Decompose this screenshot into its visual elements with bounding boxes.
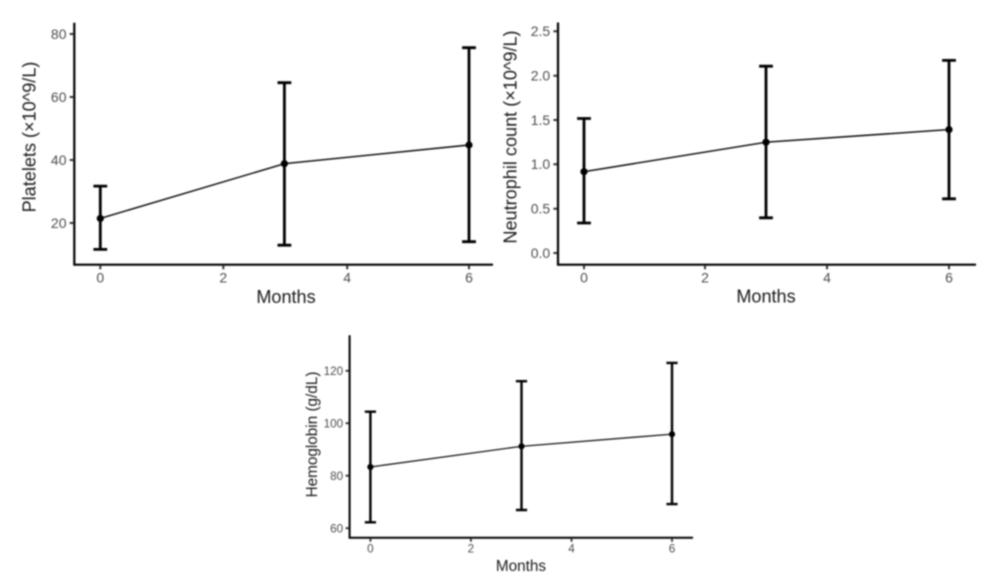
svg-text:0.0: 0.0 [531, 245, 551, 261]
svg-text:6: 6 [669, 543, 676, 556]
svg-text:Neutrophil count (×10^9/L): Neutrophil count (×10^9/L) [501, 30, 521, 243]
svg-text:60: 60 [330, 522, 344, 535]
svg-text:0.5: 0.5 [531, 201, 551, 217]
svg-text:Hemoglobin (g/dL): Hemoglobin (g/dL) [304, 372, 321, 498]
svg-text:2.5: 2.5 [531, 23, 551, 39]
svg-text:2.0: 2.0 [531, 68, 551, 84]
svg-text:4: 4 [343, 270, 351, 286]
svg-text:Months: Months [736, 287, 795, 307]
svg-text:1.5: 1.5 [531, 112, 551, 128]
svg-text:4: 4 [568, 543, 575, 556]
svg-text:Months: Months [496, 558, 547, 575]
svg-text:2: 2 [219, 270, 227, 286]
svg-text:Months: Months [256, 287, 315, 307]
svg-text:0: 0 [96, 270, 104, 286]
svg-text:20: 20 [51, 215, 67, 231]
svg-text:100: 100 [324, 417, 344, 430]
svg-text:Platelets (×10^9/L): Platelets (×10^9/L) [20, 62, 40, 213]
svg-text:1.0: 1.0 [531, 156, 551, 172]
svg-text:80: 80 [51, 26, 67, 42]
svg-text:120: 120 [324, 365, 344, 378]
svg-text:0: 0 [367, 543, 374, 556]
svg-text:6: 6 [945, 270, 953, 286]
svg-text:2: 2 [701, 270, 709, 286]
svg-text:6: 6 [465, 270, 473, 286]
svg-text:4: 4 [823, 270, 831, 286]
svg-text:0: 0 [580, 270, 588, 286]
svg-text:40: 40 [51, 152, 67, 168]
svg-text:2: 2 [468, 543, 475, 556]
svg-text:80: 80 [330, 470, 344, 483]
svg-text:60: 60 [51, 89, 67, 105]
